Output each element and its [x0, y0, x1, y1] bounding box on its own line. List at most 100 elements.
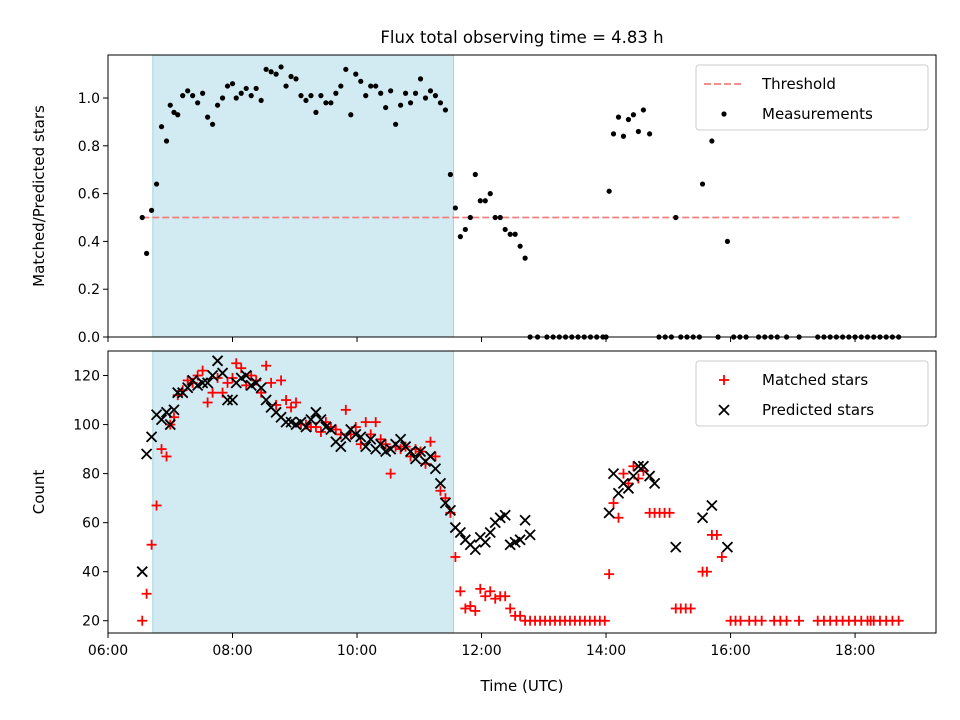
x-b	[216, 367, 229, 379]
y-tick-label: 120	[73, 369, 100, 385]
data-point	[479, 536, 491, 548]
x-b	[305, 414, 317, 426]
data-point	[499, 509, 511, 521]
data-point	[360, 440, 372, 453]
x-b	[310, 406, 322, 418]
y-tick-label: 0.4	[78, 234, 100, 250]
data-point	[425, 436, 436, 447]
data-point	[706, 499, 718, 512]
data-point	[363, 93, 369, 99]
data-point	[444, 504, 457, 517]
data-point	[470, 605, 481, 616]
data-point	[388, 88, 394, 94]
data-point	[280, 416, 292, 428]
data-point	[604, 569, 615, 580]
data-point	[255, 382, 267, 394]
y-axis-label: Count	[30, 470, 48, 515]
data-point	[432, 93, 439, 99]
data-point	[487, 191, 493, 197]
data-point	[141, 588, 152, 599]
data-point	[368, 83, 374, 89]
data-point	[482, 198, 488, 204]
data-point	[201, 377, 214, 389]
data-point	[161, 451, 172, 462]
data-point	[375, 438, 387, 450]
data-point	[721, 541, 734, 553]
data-point	[229, 81, 236, 87]
x-b	[404, 445, 417, 458]
x-b	[439, 497, 452, 509]
data-point	[422, 95, 429, 101]
data-point	[673, 214, 679, 221]
x-b	[632, 460, 645, 472]
data-point	[143, 250, 150, 256]
data-point	[340, 431, 352, 443]
axes-frame	[107, 54, 937, 338]
legend-label: Measurements	[762, 105, 873, 123]
data-point	[358, 78, 364, 84]
y-tick-label: 0.8	[78, 139, 100, 155]
data-point	[709, 138, 715, 144]
data-point	[365, 429, 376, 440]
x-tick-label: 08:00	[212, 643, 252, 659]
x-tick-label: 16:00	[710, 643, 750, 659]
x-b	[479, 536, 491, 548]
x-b	[335, 440, 347, 453]
data-point	[628, 461, 639, 472]
bottom-panel-counts: 20 40 60 80 100 120 06:00 08:00 10:00 12:00 14:00 1…	[30, 350, 937, 695]
data-point	[175, 112, 181, 118]
data-point	[291, 397, 302, 408]
data-point	[647, 131, 653, 137]
data-point	[480, 591, 491, 602]
data-point	[512, 231, 518, 237]
data-point	[300, 421, 312, 433]
data-point	[343, 66, 349, 72]
x-b	[140, 448, 153, 460]
x-b	[226, 394, 239, 406]
x-b	[285, 416, 297, 428]
data-point	[625, 116, 632, 123]
x-b	[429, 463, 442, 475]
data-point	[266, 377, 277, 388]
data-point	[308, 93, 314, 99]
data-point	[497, 214, 503, 221]
y-tick-label: 40	[82, 565, 100, 581]
data-point	[505, 603, 516, 614]
data-point	[440, 493, 451, 504]
x-b	[155, 414, 168, 426]
data-point	[618, 468, 629, 479]
data-point	[442, 107, 449, 113]
x-b	[622, 482, 635, 494]
top-panel-ratio: 0.0 0.2 0.4 0.6 0.8 1.0 Matched/Predicted star…	[30, 54, 937, 346]
data-point	[286, 402, 297, 413]
data-point	[182, 382, 194, 394]
data-point	[465, 601, 476, 612]
x-b	[365, 433, 377, 445]
data-point	[490, 593, 501, 604]
x-b	[340, 431, 352, 443]
data-point	[310, 406, 322, 418]
data-point	[156, 444, 167, 455]
data-point	[404, 445, 417, 458]
data-point	[603, 507, 615, 519]
data-point	[146, 539, 157, 550]
x-b	[160, 406, 173, 418]
x-b	[499, 509, 511, 521]
data-point	[318, 93, 324, 99]
data-point	[168, 404, 180, 416]
x-b	[444, 504, 457, 517]
data-point	[612, 487, 625, 499]
data-point	[335, 440, 347, 453]
data-point	[313, 109, 319, 115]
x-b	[240, 369, 252, 382]
data-point	[378, 90, 384, 96]
data-point	[620, 133, 627, 139]
legend-swatch-x-b	[718, 404, 730, 416]
x-b	[360, 440, 372, 453]
x-b	[424, 450, 437, 463]
y-axis-label: Matched/Predicted stars	[30, 105, 48, 287]
data-point	[207, 387, 218, 398]
data-point	[243, 85, 249, 92]
x-b	[643, 470, 656, 482]
data-point	[224, 83, 231, 89]
